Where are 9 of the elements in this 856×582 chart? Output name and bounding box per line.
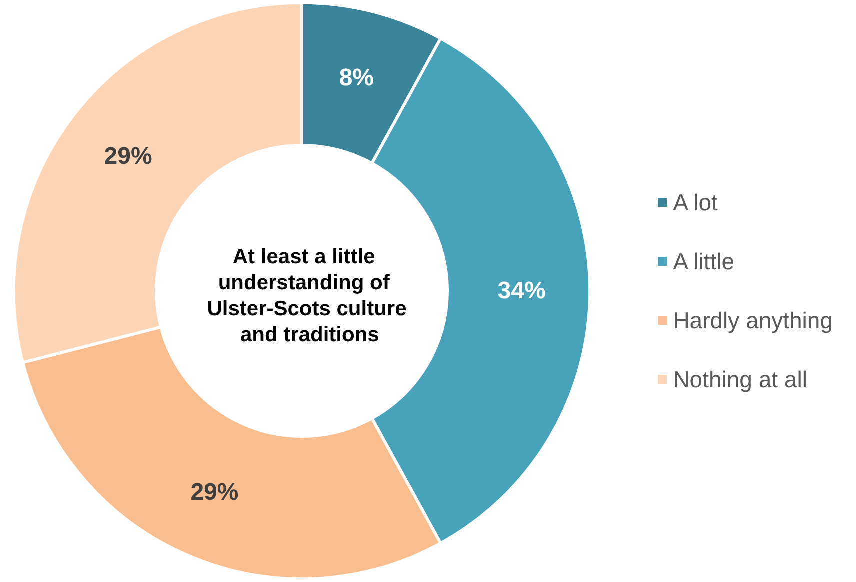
data-label: 34% — [498, 278, 546, 304]
data-label: 29% — [104, 142, 152, 170]
data-label: 29% — [190, 479, 239, 506]
legend-label: A lot — [673, 190, 719, 216]
data-label: 8% — [339, 64, 374, 92]
legend-label: Nothing at all — [673, 366, 808, 392]
legend-label: Hardly anything — [673, 308, 834, 334]
text: At least a little understanding of Ulster-Scots culture and traditions — [207, 246, 407, 346]
legend-label: A little — [673, 248, 735, 274]
